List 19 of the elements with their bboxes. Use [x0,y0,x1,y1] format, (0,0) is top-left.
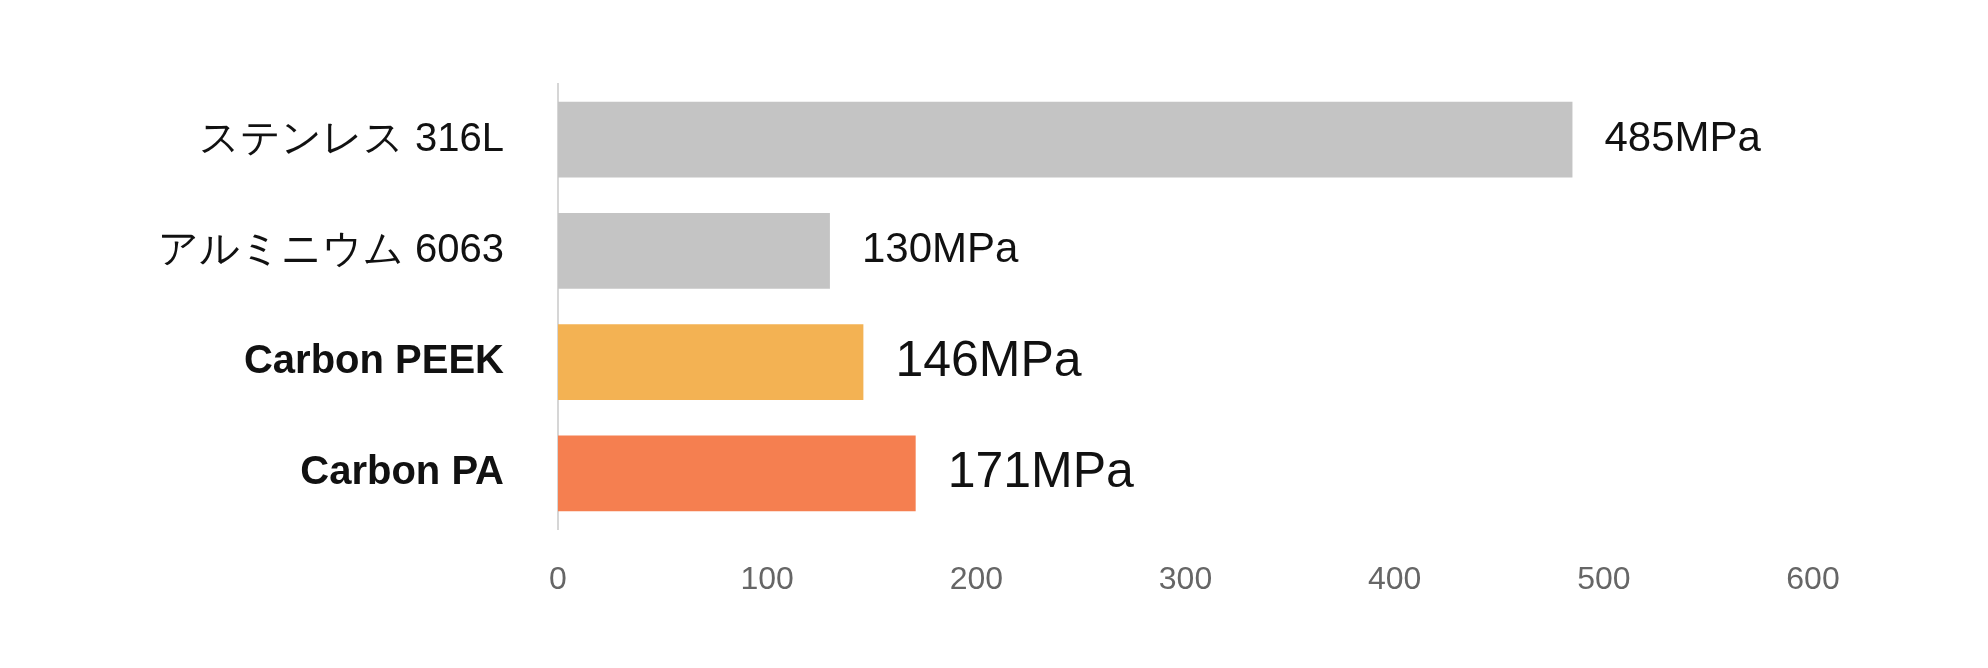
y-tick-label: ステンレス 316L [198,114,504,159]
x-tick-label: 200 [949,560,1004,597]
data-label: 171MPa [947,442,1135,499]
data-label: 146MPa [895,330,1082,387]
x-tick-label: 300 [1158,560,1213,597]
bar [558,101,1573,178]
bar [558,435,916,512]
bar [558,324,864,400]
bar [558,213,830,289]
y-tick-label: Carbon PEEK [243,337,505,382]
data-label: 485MPa [1604,113,1762,161]
x-tick-label: 0 [549,560,567,597]
y-tick-label: Carbon PA [300,448,504,493]
x-tick-label: 600 [1786,560,1840,597]
y-tick-label: アルミニウム 6063 [157,225,504,270]
x-tick-label: 100 [740,560,794,597]
data-label: 130MPa [861,224,1019,272]
x-tick-label: 400 [1367,560,1422,597]
x-tick-label: 500 [1577,560,1631,597]
